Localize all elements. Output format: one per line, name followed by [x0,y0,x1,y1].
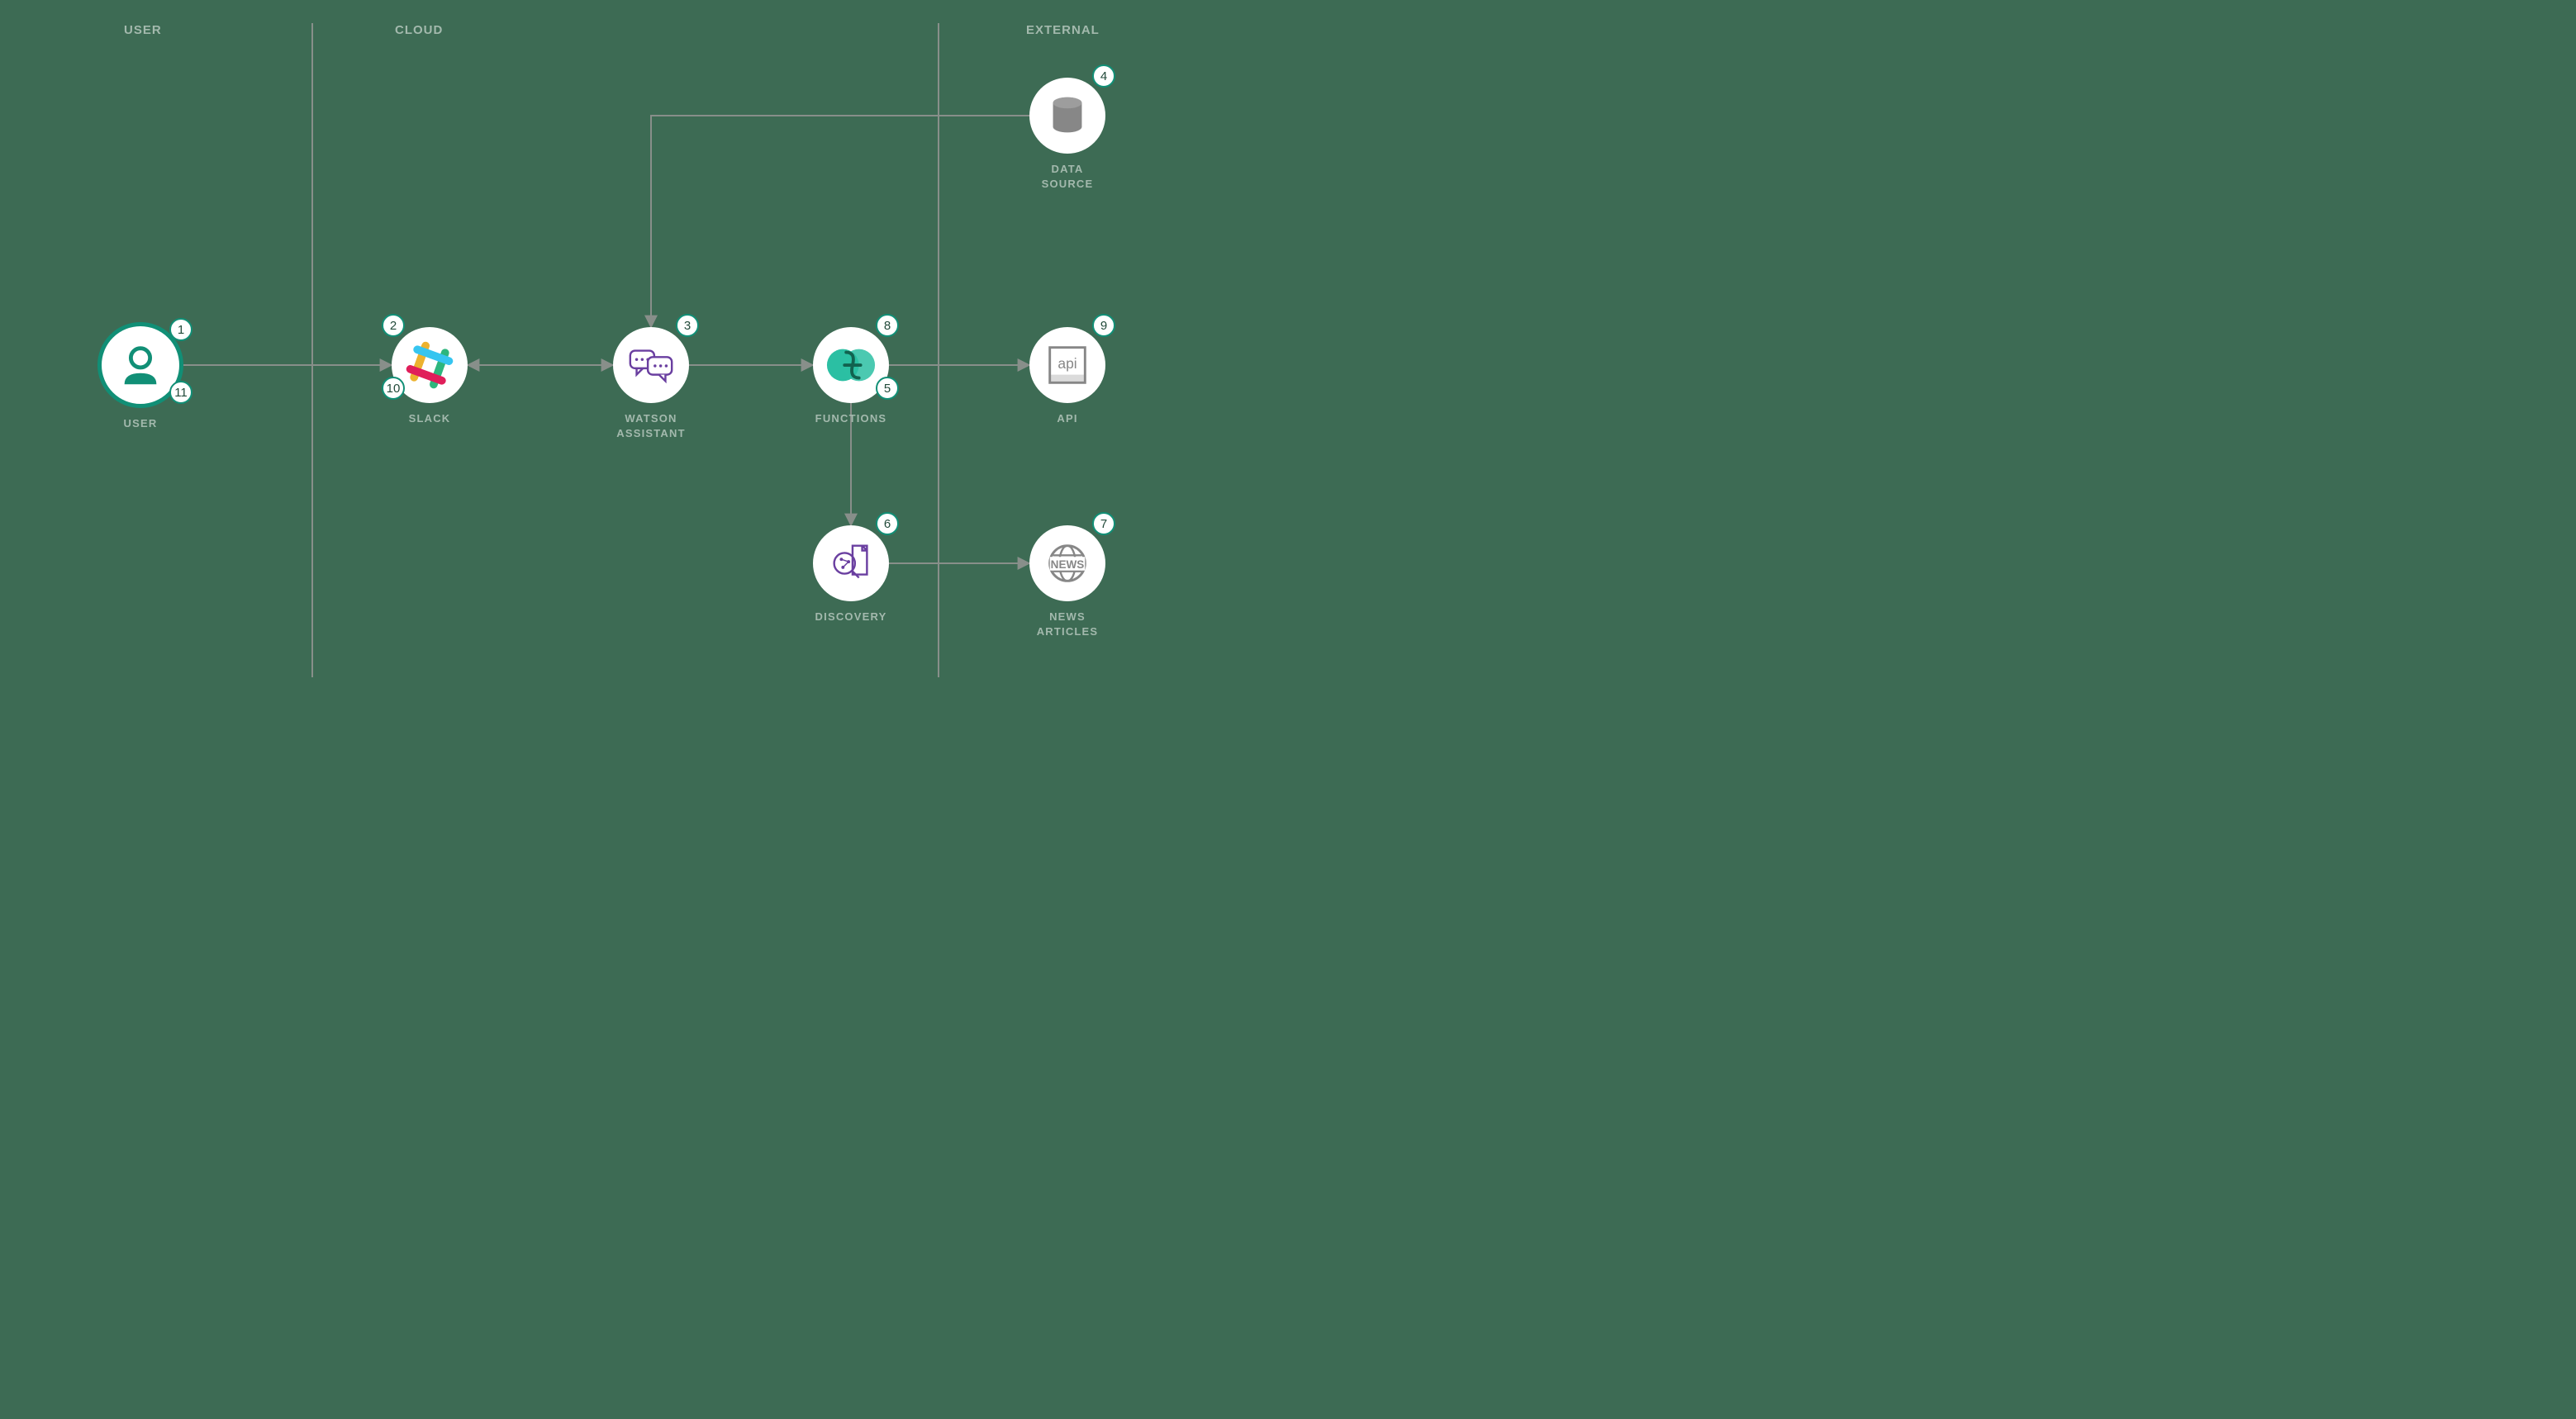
edge-datasource-watson [651,116,1029,327]
watson-circle: 3 [613,327,689,403]
discovery-label: DISCOVERY [813,610,889,624]
node-datasource: 4 DATA SOURCE [1029,78,1105,191]
discovery-circle: 6 [813,525,889,601]
step-badge-9: 9 [1092,314,1115,337]
svg-text:api: api [1057,355,1077,372]
section-label-cloud: CLOUD [395,23,443,37]
discovery-icon [825,538,877,589]
user-icon [115,339,166,391]
api-label: API [1029,411,1105,426]
api-circle: api 9 [1029,327,1105,403]
node-slack: 210 SLACK [392,327,468,426]
edges [183,116,1029,563]
news-label: NEWS ARTICLES [1029,610,1105,638]
node-user: 111 USER [97,322,183,431]
node-watson: 3 WATSON ASSISTANT [613,327,689,440]
news-icon: NEWS [1042,538,1093,589]
step-badge-5: 5 [876,377,899,400]
api-icon: api [1042,339,1093,391]
step-badge-7: 7 [1092,512,1115,535]
step-badge-4: 4 [1092,64,1115,88]
functions-circle: 85 [813,327,889,403]
node-discovery: 6 DISCOVERY [813,525,889,624]
step-badge-11: 11 [169,381,192,404]
svg-text:NEWS: NEWS [1051,558,1085,571]
step-badge-3: 3 [676,314,699,337]
user-circle: 111 [97,322,183,408]
datasource-circle: 4 [1029,78,1105,154]
slack-icon [404,339,455,391]
node-news: NEWS 7 NEWS ARTICLES [1029,525,1105,638]
news-circle: NEWS 7 [1029,525,1105,601]
step-badge-10: 10 [382,377,405,400]
node-functions: 85 FUNCTIONS [813,327,889,426]
slack-circle: 210 [392,327,468,403]
section-label-external: EXTERNAL [1026,23,1100,37]
watson-label: WATSON ASSISTANT [613,411,689,440]
node-api: api 9 API [1029,327,1105,426]
section-label-user: USER [124,23,162,37]
step-badge-1: 1 [169,318,192,341]
functions-label: FUNCTIONS [813,411,889,426]
slack-label: SLACK [392,411,468,426]
step-badge-2: 2 [382,314,405,337]
chat-icon [625,339,677,391]
step-badge-6: 6 [876,512,899,535]
datasource-label: DATA SOURCE [1029,162,1105,191]
step-badge-8: 8 [876,314,899,337]
database-icon [1042,90,1093,141]
user-label: USER [97,416,183,431]
functions-icon [825,339,877,391]
